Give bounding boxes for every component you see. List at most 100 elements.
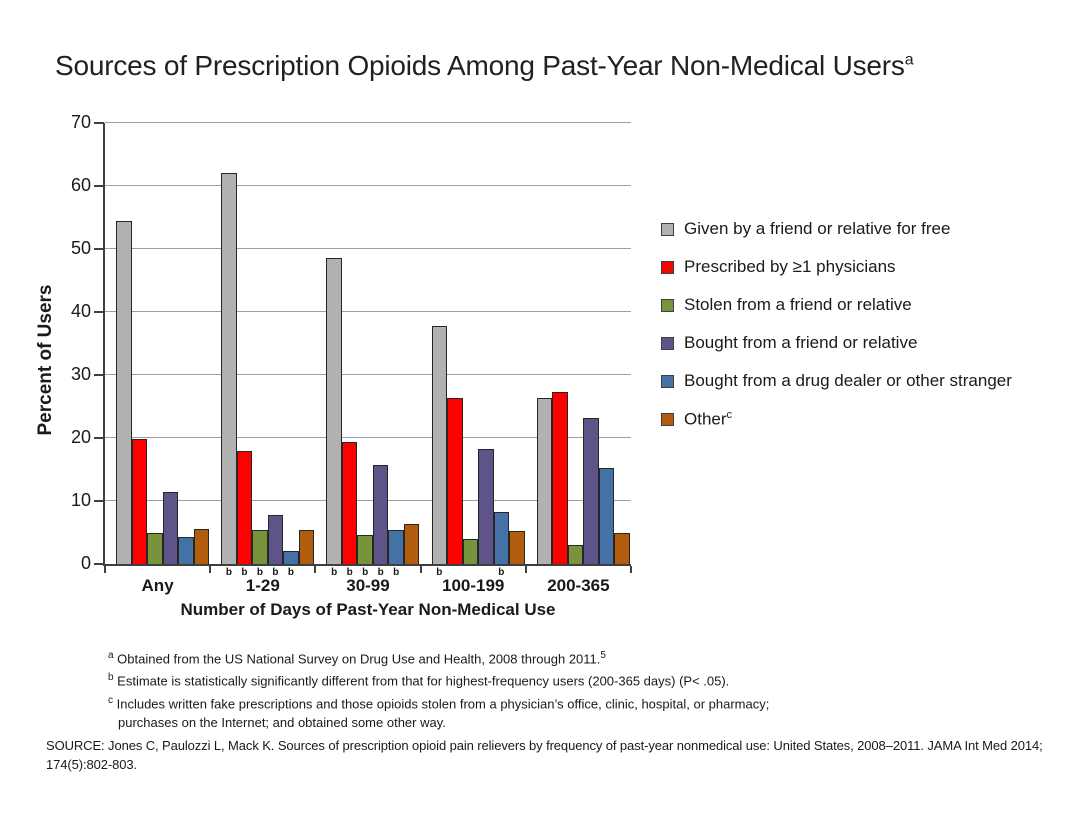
legend-swatch-other xyxy=(661,412,674,426)
footnote-b: b Estimate is statistically significantl… xyxy=(108,668,808,690)
legend-swatch-bought-friend xyxy=(661,336,674,350)
x-group-tick-0 xyxy=(104,566,106,573)
legend-label-given-free: Given by a friend or relative for free xyxy=(684,219,951,238)
page-title: Sources of Prescription Opioids Among Pa… xyxy=(55,50,914,82)
legend-label-prescribed: Prescribed by ≥1 physicians xyxy=(684,257,896,276)
y-tick-30 xyxy=(94,374,104,376)
bar-stolen-friend-1-29 xyxy=(252,529,268,564)
bar-prescribed-200-365 xyxy=(552,392,568,564)
footnote-c: c Includes written fake prescriptions an… xyxy=(108,691,808,732)
legend-item-given-free: Given by a friend or relative for free xyxy=(661,210,1012,248)
legend-item-stolen-friend: Stolen from a friend or relative xyxy=(661,286,1012,324)
footnote-marker-a: a xyxy=(108,650,114,661)
source-citation: SOURCE: Jones C, Paulozzi L, Mack K. Sou… xyxy=(46,738,1043,772)
significance-marker-30-99-bought-friend: b xyxy=(377,567,384,578)
significance-marker-1-29-stolen-friend: b xyxy=(256,567,263,578)
legend-label-stolen-friend: Stolen from a friend or relative xyxy=(684,295,912,314)
significance-marker-1-29-prescribed: b xyxy=(241,567,248,578)
footnote-end-superscript-a: 5 xyxy=(600,650,606,661)
gridline-30 xyxy=(105,374,631,375)
y-tick-label-70: 70 xyxy=(70,112,91,132)
footnote-marker-b: b xyxy=(108,672,114,684)
page-title-superscript: a xyxy=(904,51,914,69)
bar-prescribed-1-29 xyxy=(236,450,253,564)
footnote-a: a Obtained from the US National Survey o… xyxy=(108,646,808,668)
x-category-label-any: Any xyxy=(141,576,174,595)
significance-marker-1-29-bought-friend: b xyxy=(272,567,279,578)
gridline-70 xyxy=(105,122,631,123)
legend-swatch-given-free xyxy=(661,222,674,236)
x-category-label-1-29: 1-29 xyxy=(245,576,280,595)
bar-bought-dealer-100-199 xyxy=(493,512,510,564)
bar-given-free-200-365 xyxy=(536,398,553,564)
bar-stolen-friend-any xyxy=(147,533,163,564)
y-tick-0 xyxy=(94,563,104,565)
y-tick-label-30: 30 xyxy=(70,364,91,384)
significance-marker-1-29-bought-dealer: b xyxy=(287,567,294,578)
y-tick-label-0: 0 xyxy=(80,553,91,573)
y-tick-60 xyxy=(94,185,104,187)
bar-stolen-friend-200-365 xyxy=(567,545,584,564)
bar-prescribed-100-199 xyxy=(447,397,463,564)
footnote-marker-c: c xyxy=(108,694,113,706)
gridline-20 xyxy=(105,437,631,438)
bar-bought-friend-100-199 xyxy=(478,448,494,564)
footnote-text-a: Obtained from the US National Survey on … xyxy=(113,651,601,667)
bar-stolen-friend-30-99 xyxy=(357,535,373,564)
legend-item-bought-dealer: Bought from a drug dealer or other stran… xyxy=(661,362,1012,400)
gridline-40 xyxy=(105,311,631,312)
legend: Given by a friend or relative for free Pr… xyxy=(661,210,1012,438)
gridline-60 xyxy=(105,185,631,186)
footnote-text-b: Estimate is statistically significantly … xyxy=(113,673,730,689)
y-tick-label-50: 50 xyxy=(70,238,91,258)
y-tick-70 xyxy=(94,122,104,124)
bar-given-free-1-29 xyxy=(221,173,237,564)
x-group-tick-5 xyxy=(630,566,632,573)
significance-marker-100-199-given-free: b xyxy=(436,567,443,578)
bar-given-free-30-99 xyxy=(326,258,342,564)
y-tick-label-10: 10 xyxy=(70,490,91,510)
significance-marker-100-199-bought-dealer: b xyxy=(498,567,505,578)
legend-item-other: Otherc xyxy=(661,400,1012,438)
plot-area: 0 10 20 30 40 50 60 70 Any 1-29 30-99 100-199 200-36… xyxy=(71,112,632,595)
y-tick-label-20: 20 xyxy=(70,427,91,447)
x-group-tick-3 xyxy=(419,566,422,573)
legend-swatch-stolen-friend xyxy=(661,298,674,312)
bar-other-30-99 xyxy=(403,524,420,564)
footnote-text-c: Includes written fake prescriptions and … xyxy=(113,695,770,730)
bar-bought-friend-200-365 xyxy=(583,417,599,564)
y-tick-20 xyxy=(94,437,104,439)
bar-bought-friend-any xyxy=(162,492,178,564)
bar-other-200-365 xyxy=(614,532,630,564)
x-group-tick-4 xyxy=(524,566,527,573)
x-category-label-30-99: 30-99 xyxy=(346,576,390,595)
legend-label-bought-dealer: Bought from a drug dealer or other stran… xyxy=(684,371,1012,390)
footnotes: a Obtained from the US National Survey o… xyxy=(108,646,808,732)
bar-prescribed-30-99 xyxy=(341,441,358,564)
page-title-text: Sources of Prescription Opioids Among Pa… xyxy=(55,50,905,81)
bar-stolen-friend-100-199 xyxy=(462,538,479,564)
x-category-label-100-199: 100-199 xyxy=(441,576,505,595)
bar-given-free-any xyxy=(116,220,132,564)
bar-bought-friend-30-99 xyxy=(372,465,389,564)
bar-bought-friend-1-29 xyxy=(267,514,284,564)
bar-bought-dealer-30-99 xyxy=(388,529,404,564)
y-tick-10 xyxy=(94,500,104,502)
x-category-label-200-365: 200-365 xyxy=(547,576,610,595)
y-tick-label-60: 60 xyxy=(70,175,91,195)
legend-item-prescribed: Prescribed by ≥1 physicians xyxy=(661,248,1012,286)
bar-given-free-100-199 xyxy=(431,325,448,564)
bar-bought-dealer-200-365 xyxy=(598,468,615,564)
y-tick-50 xyxy=(94,248,104,250)
legend-swatch-bought-dealer xyxy=(661,374,674,388)
gridline-50 xyxy=(105,248,631,249)
significance-marker-1-29-given-free: b xyxy=(225,567,232,578)
bar-other-100-199 xyxy=(509,530,525,564)
bar-other-any xyxy=(193,529,209,564)
significance-marker-30-99-stolen-friend: b xyxy=(362,567,369,578)
significance-marker-30-99-prescribed: b xyxy=(346,567,353,578)
x-group-tick-1 xyxy=(209,566,212,573)
bar-other-1-29 xyxy=(298,529,315,564)
x-group-tick-2 xyxy=(314,566,317,573)
